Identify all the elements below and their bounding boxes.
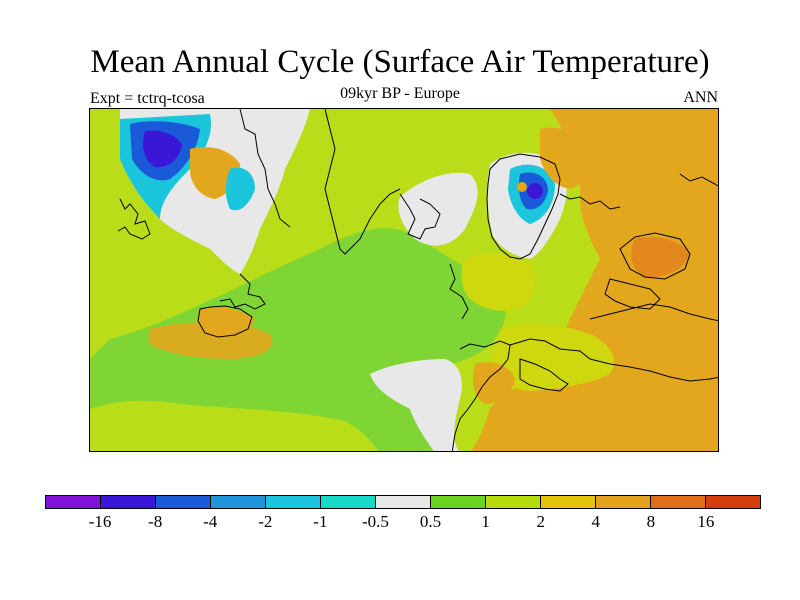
central-europe-orange — [540, 127, 592, 189]
colorbar-segment — [431, 496, 486, 508]
colorbar-labels: -16 -8 -4 -2 -1 -0.5 0.5 1 2 4 8 16 — [45, 512, 761, 536]
colorbar-tick-label: 16 — [697, 512, 715, 531]
colorbar-segment — [101, 496, 156, 508]
chart-subtitle: 09kyr BP - Europe — [340, 85, 460, 102]
coastlines — [117, 109, 718, 451]
colorbar — [45, 495, 761, 509]
ocean-green-band — [90, 360, 360, 409]
colorbar-tick-label: 2 — [536, 512, 545, 531]
colorbar-segment — [596, 496, 651, 508]
mediterranean-yellow — [490, 323, 614, 391]
east-europe-orange — [471, 109, 718, 451]
colorbar-segment — [706, 496, 760, 508]
colorbar-tick-label: -0.5 — [361, 512, 389, 531]
colorbar-tick-label: 0.5 — [419, 512, 442, 531]
colorbar-segment — [321, 496, 376, 508]
ocean-gray-region — [398, 172, 478, 246]
colorbar-segment — [266, 496, 321, 508]
colorbar-tick-label: 4 — [591, 512, 601, 531]
colorbar-tick-label: 8 — [646, 512, 656, 531]
colorbar-segment — [46, 496, 101, 508]
greenland-darkblue — [143, 130, 182, 168]
colorbar-tick-label: -16 — [88, 512, 112, 531]
colorbar-tick-label: -8 — [148, 512, 163, 531]
experiment-label: Expt = tctrq-tcosa — [90, 90, 205, 107]
colorbar-segment — [211, 496, 266, 508]
iceland-orange — [197, 307, 255, 338]
colorbar-tick-label: -1 — [313, 512, 328, 531]
scandinavia-darkblue — [527, 183, 543, 199]
scandinavia-orange — [517, 182, 527, 192]
caspian-orange — [631, 237, 690, 278]
iberia-orange — [473, 362, 515, 404]
colorbar-tick-label: -4 — [203, 512, 218, 531]
season-label: ANN — [683, 89, 718, 106]
colorbar-tick-label: 1 — [481, 512, 490, 531]
temperature-map — [89, 108, 719, 452]
colorbar-segment — [486, 496, 541, 508]
greenland-cyan-east — [225, 167, 255, 211]
colorbar-tick-label: -2 — [258, 512, 273, 531]
chart-title: Mean Annual Cycle (Surface Air Temperatu… — [90, 44, 710, 80]
colorbar-segment — [541, 496, 596, 508]
northsea-yellow — [461, 253, 536, 311]
colorbar-segment — [376, 496, 431, 508]
ocean-gray-south — [370, 359, 462, 451]
colorbar-segment — [651, 496, 706, 508]
colorbar-segment — [156, 496, 211, 508]
